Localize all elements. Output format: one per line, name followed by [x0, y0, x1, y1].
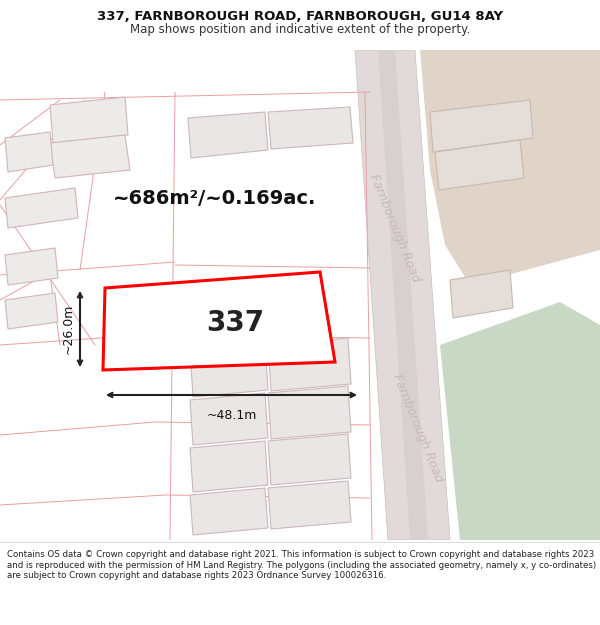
Polygon shape — [5, 188, 78, 228]
Polygon shape — [5, 293, 58, 329]
Text: 337: 337 — [206, 309, 265, 337]
Polygon shape — [430, 100, 533, 152]
Text: ~48.1m: ~48.1m — [206, 409, 257, 422]
Polygon shape — [268, 107, 353, 149]
Polygon shape — [190, 488, 268, 535]
Polygon shape — [190, 441, 268, 492]
Polygon shape — [268, 386, 351, 439]
Polygon shape — [50, 135, 130, 178]
Text: ~686m²/~0.169ac.: ~686m²/~0.169ac. — [113, 189, 317, 208]
Polygon shape — [420, 50, 600, 285]
Polygon shape — [435, 140, 524, 190]
Polygon shape — [450, 270, 513, 318]
Text: Map shows position and indicative extent of the property.: Map shows position and indicative extent… — [130, 23, 470, 36]
Polygon shape — [378, 50, 428, 540]
Polygon shape — [355, 50, 450, 540]
Polygon shape — [188, 112, 268, 158]
Polygon shape — [268, 434, 351, 485]
Text: Farnborough Road: Farnborough Road — [367, 172, 422, 284]
Polygon shape — [50, 97, 128, 143]
Polygon shape — [268, 338, 351, 391]
Polygon shape — [103, 272, 335, 370]
Polygon shape — [5, 132, 53, 172]
Text: Farnborough Road: Farnborough Road — [391, 372, 446, 484]
Text: 337, FARNBOROUGH ROAD, FARNBOROUGH, GU14 8AY: 337, FARNBOROUGH ROAD, FARNBOROUGH, GU14… — [97, 10, 503, 23]
Text: Contains OS data © Crown copyright and database right 2021. This information is : Contains OS data © Crown copyright and d… — [7, 550, 596, 580]
Text: ~26.0m: ~26.0m — [62, 304, 75, 354]
Polygon shape — [190, 393, 268, 445]
Polygon shape — [440, 302, 600, 540]
Polygon shape — [5, 248, 58, 285]
Polygon shape — [268, 481, 351, 529]
Polygon shape — [190, 344, 268, 397]
